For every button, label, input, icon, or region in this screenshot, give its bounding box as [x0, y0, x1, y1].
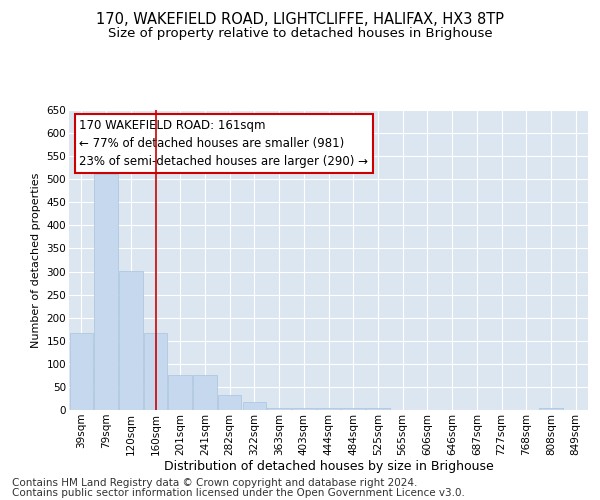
Bar [94, 174, 118, 410]
Text: Contains HM Land Registry data © Crown copyright and database right 2024.: Contains HM Land Registry data © Crown c… [12, 478, 418, 488]
Text: Size of property relative to detached houses in Brighouse: Size of property relative to detached ho… [107, 28, 493, 40]
Bar [193, 375, 217, 410]
Bar [169, 375, 192, 410]
Bar [366, 408, 389, 410]
Bar [268, 408, 291, 410]
Text: Contains public sector information licensed under the Open Government Licence v3: Contains public sector information licen… [12, 488, 465, 498]
Text: 170, WAKEFIELD ROAD, LIGHTCLIFFE, HALIFAX, HX3 8TP: 170, WAKEFIELD ROAD, LIGHTCLIFFE, HALIFA… [96, 12, 504, 28]
Bar [341, 408, 365, 410]
Bar [144, 333, 167, 410]
Y-axis label: Number of detached properties: Number of detached properties [31, 172, 41, 348]
X-axis label: Distribution of detached houses by size in Brighouse: Distribution of detached houses by size … [164, 460, 493, 473]
Text: 170 WAKEFIELD ROAD: 161sqm
← 77% of detached houses are smaller (981)
23% of sem: 170 WAKEFIELD ROAD: 161sqm ← 77% of deta… [79, 119, 368, 168]
Bar [539, 408, 563, 410]
Bar [242, 402, 266, 410]
Bar [218, 395, 241, 410]
Bar [119, 270, 143, 410]
Bar [317, 408, 340, 410]
Bar [292, 408, 316, 410]
Bar [70, 333, 93, 410]
